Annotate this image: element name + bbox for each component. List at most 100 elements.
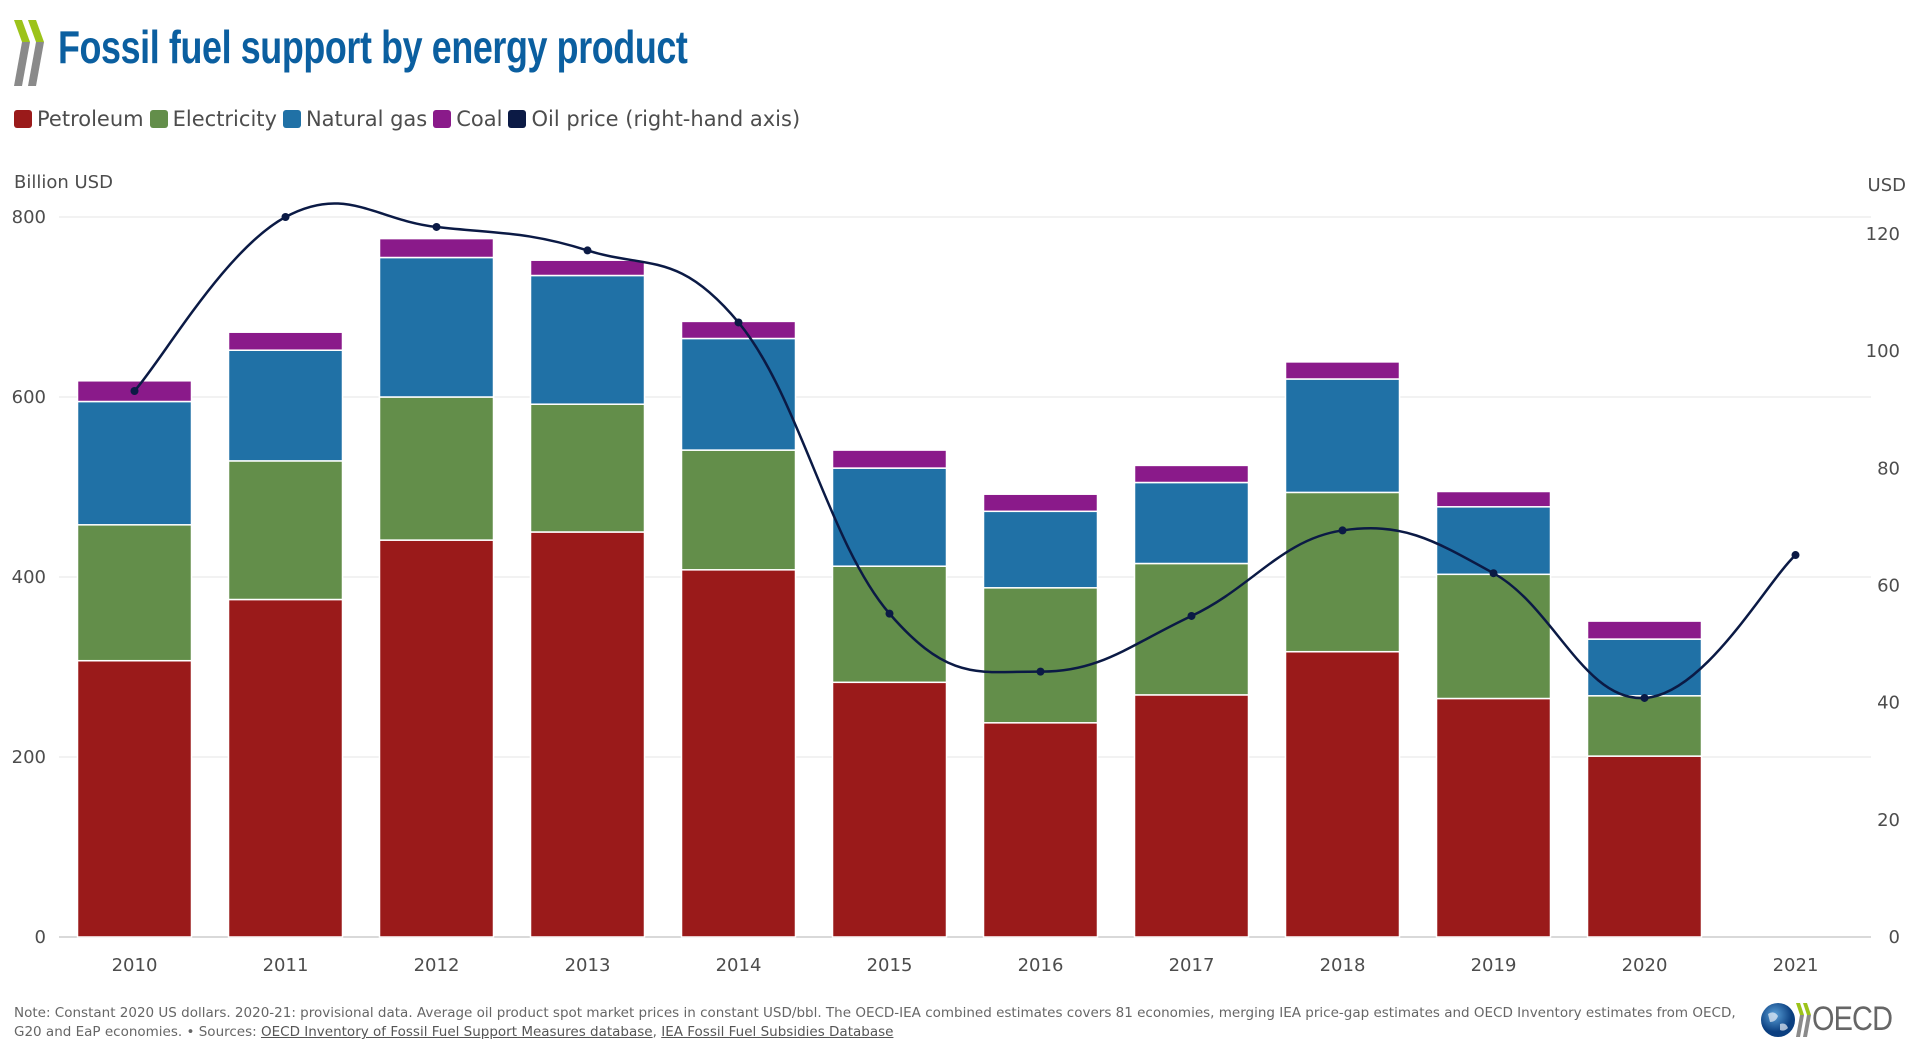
bar-electricity (982, 587, 1099, 724)
right-tick-label: 20 (1877, 810, 1900, 831)
right-tick-label: 100 (1866, 341, 1900, 362)
bar-electricity (1284, 491, 1401, 653)
oecd-wordmark: OECD (1811, 1000, 1893, 1038)
right-tick-label: 40 (1877, 693, 1900, 714)
oil-price-point (1036, 667, 1045, 676)
legend-item[interactable]: Electricity (149, 107, 277, 131)
legend-swatch (508, 110, 527, 128)
legend-swatch (282, 110, 301, 128)
left-tick-label: 400 (12, 567, 46, 588)
right-tick-label: 120 (1866, 224, 1900, 245)
oil-price-point (1187, 611, 1196, 620)
x-tick-label: 2012 (414, 955, 460, 976)
legend: Petroleum Electricity Natural gas Coal Oil p… (14, 107, 806, 131)
left-tick-label: 0 (35, 927, 46, 948)
left-tick-label: 200 (12, 747, 46, 768)
bar-electricity (831, 565, 948, 684)
chart: 0 200 400 600 800 0 20 40 60 80 100 120 2010 2011 2012… (12, 202, 1900, 976)
legend-item[interactable]: Oil price (right-hand axis) (508, 107, 800, 131)
bar-petroleum (1284, 650, 1401, 938)
x-tick-label: 2019 (1471, 955, 1517, 976)
oil-price-line (133, 202, 1797, 700)
oil-price-point (281, 213, 290, 222)
chevrons-icon (1795, 1002, 1811, 1037)
legend-label: Natural gas (305, 107, 428, 131)
bar-coal (831, 449, 948, 469)
legend-swatch (433, 110, 452, 128)
bar-natural-gas (982, 510, 1099, 589)
oil-price-point (734, 318, 743, 327)
bar-natural-gas (378, 256, 495, 398)
bar-petroleum (831, 681, 948, 938)
bar-petroleum (1586, 755, 1703, 938)
bar-coal (227, 331, 344, 351)
oil-price-point (1640, 693, 1649, 702)
bar-petroleum (680, 569, 797, 938)
legend-swatch (14, 110, 32, 128)
bar-petroleum (76, 659, 193, 938)
oil-price-point (1489, 569, 1498, 578)
bar-natural-gas (227, 349, 344, 462)
bar-natural-gas (1435, 506, 1552, 576)
bar-natural-gas (1586, 638, 1703, 697)
bar-electricity (529, 403, 646, 533)
right-tick-label: 60 (1877, 576, 1900, 597)
footnote-text: Note: Constant 2020 US dollars. 2020-21:… (14, 1005, 1736, 1040)
bar-electricity (1133, 562, 1250, 696)
bar-natural-gas (680, 337, 797, 451)
x-tick-label: 2015 (867, 955, 913, 976)
left-axis-title: Billion USD (14, 172, 113, 193)
bar-coal (982, 493, 1099, 513)
bar-petroleum (378, 539, 495, 938)
bar-petroleum (1133, 694, 1250, 938)
bar-natural-gas (529, 274, 646, 405)
legend-item[interactable]: Petroleum (14, 107, 144, 131)
bar-petroleum (982, 722, 1099, 938)
legend-swatch (149, 110, 168, 128)
globe-icon (1760, 1002, 1795, 1037)
right-tick-label: 80 (1877, 458, 1900, 479)
bar-electricity (227, 460, 344, 601)
x-tick-label: 2018 (1320, 955, 1366, 976)
bar-petroleum (529, 531, 646, 938)
bar-natural-gas (1133, 481, 1250, 565)
footnote: Note: Constant 2020 US dollars. 2020-21:… (14, 1004, 1754, 1042)
bar-natural-gas (76, 400, 193, 526)
bar-petroleum (227, 598, 344, 938)
x-tick-label: 2021 (1773, 955, 1819, 976)
legend-label: Petroleum (37, 107, 144, 131)
x-tick-label: 2017 (1169, 955, 1215, 976)
bar-electricity (1435, 573, 1552, 700)
x-tick-label: 2014 (716, 955, 762, 976)
bar-natural-gas (831, 467, 948, 567)
bar-coal (529, 259, 646, 277)
oil-price-point (583, 246, 592, 255)
left-tick-label: 800 (12, 207, 46, 228)
left-tick-label: 600 (12, 387, 46, 408)
bar-coal (1586, 620, 1703, 640)
bar-coal (378, 237, 495, 259)
oil-price-point (432, 222, 441, 231)
source-link-iea-subsidies[interactable]: IEA Fossil Fuel Subsidies Database (661, 1024, 894, 1040)
legend-label: Electricity (172, 107, 277, 131)
footnote-separator: , (652, 1024, 662, 1040)
x-tick-label: 2013 (565, 955, 611, 976)
right-axis-title: USD (1867, 175, 1906, 196)
x-tick-label: 2016 (1018, 955, 1064, 976)
bar-coal (1435, 490, 1552, 508)
legend-item[interactable]: Coal (433, 107, 502, 131)
x-tick-label: 2020 (1622, 955, 1668, 976)
oil-price-point (1338, 526, 1347, 535)
bar-electricity (1586, 695, 1703, 757)
oil-price-point (1791, 551, 1800, 560)
oil-price-point (885, 609, 894, 618)
oil-price-point (130, 387, 139, 396)
legend-item[interactable]: Natural gas (282, 107, 428, 131)
bar-natural-gas (1284, 378, 1401, 494)
source-link-oecd-inventory[interactable]: OECD Inventory of Fossil Fuel Support Me… (260, 1024, 653, 1040)
bar-petroleum (1435, 697, 1552, 938)
oecd-chevron-logo (14, 20, 44, 86)
oecd-logo: OECD (1760, 1000, 1906, 1039)
page-title: Fossil fuel support by energy product (58, 21, 688, 73)
right-tick-label: 0 (1889, 927, 1900, 948)
